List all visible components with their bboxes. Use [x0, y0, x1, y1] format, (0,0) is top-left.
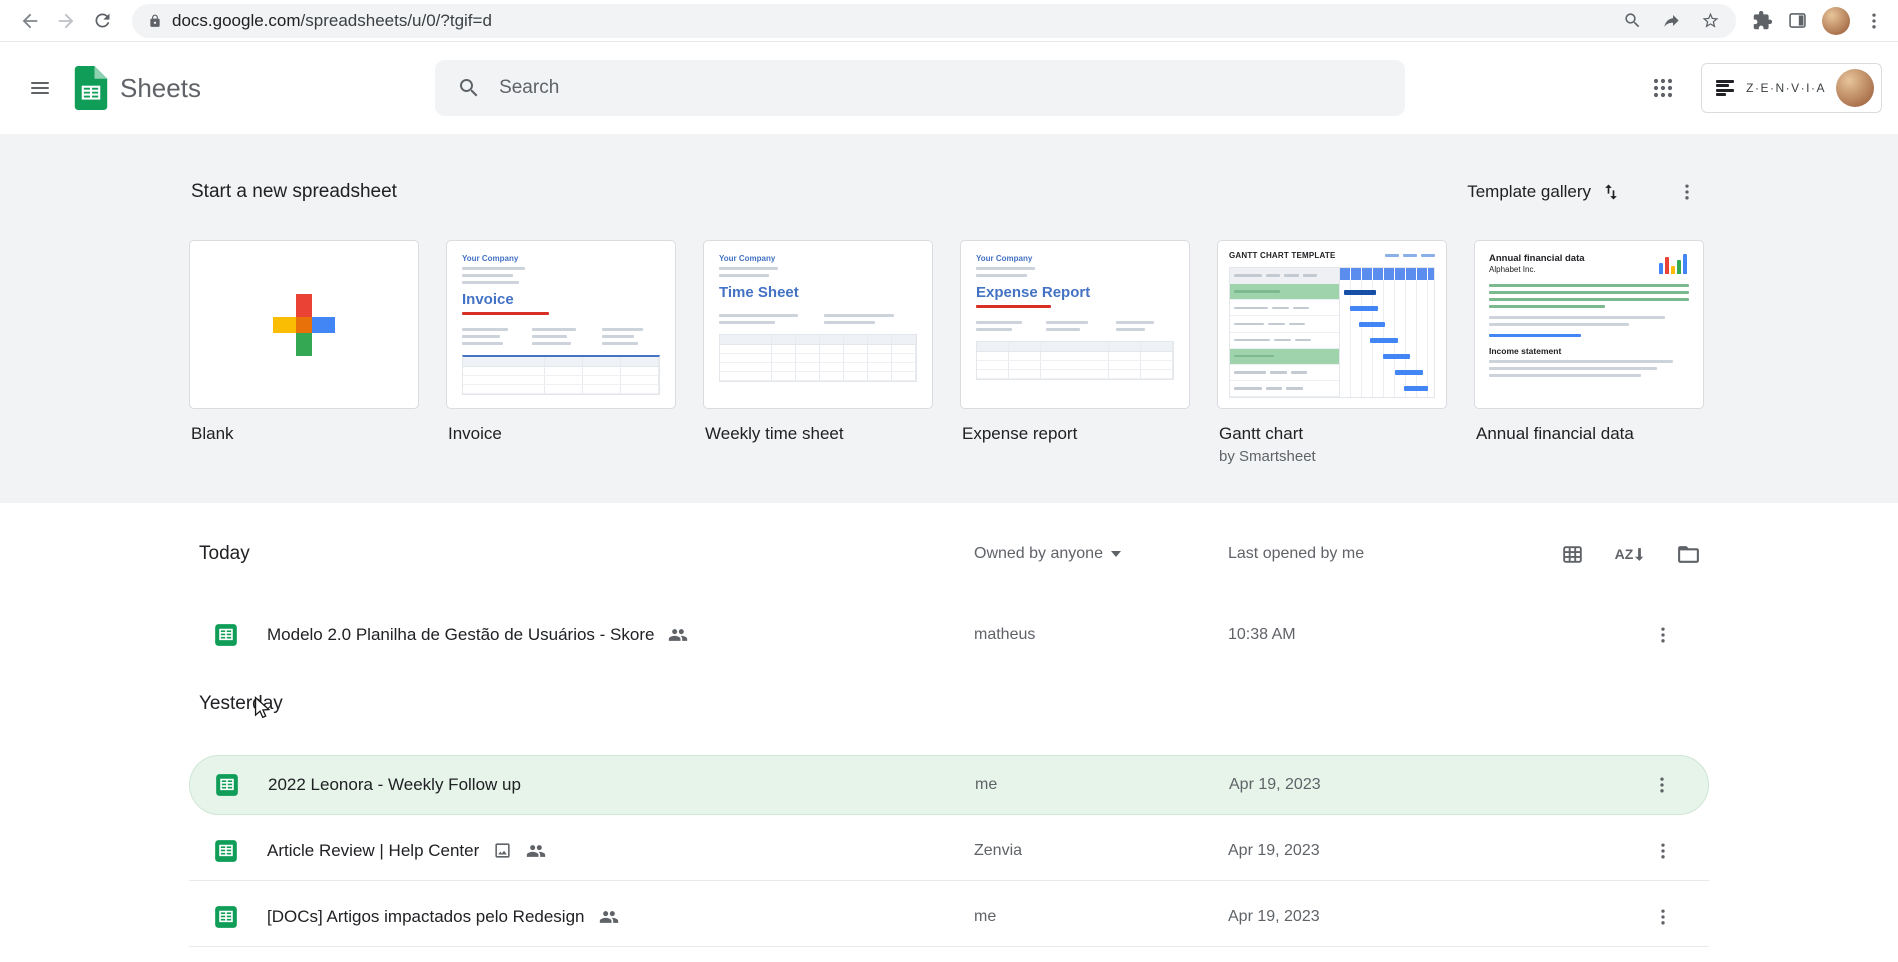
- templates-menu-icon[interactable]: [1665, 170, 1709, 214]
- main-menu-icon[interactable]: [16, 64, 64, 112]
- template-card-annual-financial-data[interactable]: Annual financial data Alphabet Inc.: [1474, 240, 1704, 465]
- org-logo-icon: [1714, 77, 1736, 99]
- file-owner: matheus: [974, 626, 1036, 643]
- template-thumbnail-annual-financial: Annual financial data Alphabet Inc.: [1474, 240, 1704, 409]
- owner-filter-dropdown[interactable]: Owned by anyone: [974, 545, 1121, 563]
- extensions-icon[interactable]: [1752, 10, 1773, 31]
- browser-forward-button[interactable]: [48, 3, 84, 39]
- side-panel-icon[interactable]: [1787, 10, 1808, 31]
- google-apps-icon[interactable]: [1639, 64, 1687, 112]
- file-row-selected[interactable]: 2022 Leonora - Weekly Follow up me Apr 1…: [189, 755, 1709, 815]
- file-opened: Apr 19, 2023: [1228, 841, 1320, 859]
- file-opened: 10:38 AM: [1228, 626, 1296, 643]
- file-opened: Apr 19, 2023: [1229, 776, 1321, 793]
- template-thumbnail-invoice: Your Company Invoice: [446, 240, 676, 409]
- spreadsheet-file-icon: [213, 838, 267, 864]
- org-name: Z·E·N·V·I·A: [1746, 81, 1826, 95]
- file-name: 2022 Leonora - Weekly Follow up: [268, 775, 521, 794]
- open-file-picker-icon[interactable]: [1674, 540, 1702, 568]
- file-name: Modelo 2.0 Planilha de Gestão de Usuário…: [267, 625, 655, 644]
- template-gallery-button[interactable]: Template gallery: [1457, 174, 1631, 210]
- search-icon: [457, 76, 481, 100]
- template-card-expense-report[interactable]: Your Company Expense Report: [960, 240, 1190, 465]
- sort-az-icon[interactable]: AZ: [1615, 540, 1644, 568]
- template-thumbnail-expense-report: Your Company Expense Report: [960, 240, 1190, 409]
- file-owner: me: [975, 776, 998, 793]
- browser-menu-icon[interactable]: [1864, 11, 1884, 31]
- shared-icon: [599, 907, 619, 927]
- spreadsheet-file-icon: [213, 622, 267, 648]
- templates-title: Start a new spreadsheet: [191, 181, 397, 202]
- sheets-logo-icon[interactable]: [74, 66, 108, 110]
- app-title: Sheets: [120, 72, 201, 103]
- template-card-gantt-chart[interactable]: GANTT CHART TEMPLATE: [1217, 240, 1447, 465]
- grid-view-icon[interactable]: [1558, 540, 1586, 568]
- file-name: Article Review | Help Center: [267, 840, 480, 860]
- url-bar[interactable]: docs.google.com/spreadsheets/u/0/?tgif=d: [132, 3, 1736, 38]
- file-name: [DOCs] Artigos impactados pelo Redesign: [267, 906, 585, 926]
- file-row[interactable]: Modelo 2.0 Planilha de Gestão de Usuário…: [189, 605, 1709, 665]
- lock-icon[interactable]: [148, 14, 162, 28]
- zoom-icon[interactable]: [1623, 11, 1642, 30]
- browser-toolbar: docs.google.com/spreadsheets/u/0/?tgif=d: [0, 0, 1898, 42]
- shared-icon: [668, 625, 688, 645]
- row-menu-icon[interactable]: [1643, 831, 1683, 871]
- search-bar[interactable]: [435, 60, 1406, 116]
- share-icon[interactable]: [1662, 11, 1681, 30]
- template-label: Annual financial data: [1476, 424, 1634, 443]
- template-section: Start a new spreadsheet Template gallery…: [0, 134, 1898, 503]
- sort-column-header[interactable]: Last opened by me: [1228, 545, 1365, 562]
- template-card-weekly-time-sheet[interactable]: Your Company Time Sheet: [703, 240, 933, 465]
- template-label: Expense report: [962, 424, 1078, 443]
- spreadsheet-file-icon: [213, 904, 267, 930]
- group-title-today: Today: [199, 543, 250, 564]
- file-row[interactable]: [DOCs] Artigos impactados pelo Redesign …: [189, 887, 1709, 947]
- account-avatar[interactable]: [1836, 69, 1874, 107]
- swap-vert-icon: [1605, 184, 1617, 200]
- app-header: Sheets Z·E·N·V·I·A: [0, 42, 1898, 134]
- template-label: Blank: [191, 424, 234, 443]
- template-thumbnail-time-sheet: Your Company Time Sheet: [703, 240, 933, 409]
- shared-icon: [526, 841, 546, 861]
- file-opened: Apr 19, 2023: [1228, 907, 1320, 925]
- caret-down-icon: [1110, 551, 1121, 557]
- spreadsheet-file-icon: [214, 772, 268, 798]
- template-card-blank[interactable]: Blank: [189, 240, 419, 465]
- template-card-invoice[interactable]: Your Company Invoice: [446, 240, 676, 465]
- row-menu-icon[interactable]: [1643, 897, 1683, 937]
- group-title-yesterday: Yesterday: [199, 693, 283, 714]
- file-owner: me: [974, 907, 997, 925]
- template-label: Invoice: [448, 424, 502, 443]
- row-menu-icon[interactable]: [1642, 765, 1682, 805]
- mini-bar-chart: [1659, 253, 1689, 274]
- template-thumbnail-gantt: GANTT CHART TEMPLATE: [1217, 240, 1447, 409]
- file-owner: Zenvia: [974, 841, 1023, 859]
- browser-back-button[interactable]: [12, 3, 48, 39]
- file-row[interactable]: Article Review | Help Center Zenvia Apr …: [189, 821, 1709, 881]
- template-label: Gantt chart: [1219, 424, 1304, 443]
- template-label: Weekly time sheet: [705, 424, 844, 443]
- url-text: docs.google.com/spreadsheets/u/0/?tgif=d: [172, 10, 492, 30]
- browser-reload-button[interactable]: [84, 3, 120, 39]
- file-row[interactable]: [Attention] Artigos impactados pelo rede…: [189, 953, 1709, 962]
- workspace-org-badge: Z·E·N·V·I·A: [1701, 63, 1882, 113]
- template-thumbnail-blank: [189, 240, 419, 409]
- new-spreadsheet-plus-icon: [273, 293, 335, 356]
- template-sublabel: by Smartsheet: [1219, 448, 1316, 465]
- browser-profile-avatar[interactable]: [1822, 6, 1850, 35]
- search-input[interactable]: [499, 77, 1384, 99]
- file-list-section: Today Owned by anyone Last opened by me …: [0, 503, 1898, 962]
- bookmark-star-icon[interactable]: [1701, 11, 1720, 30]
- preview-image-icon: [493, 841, 512, 860]
- row-menu-icon[interactable]: [1643, 615, 1683, 655]
